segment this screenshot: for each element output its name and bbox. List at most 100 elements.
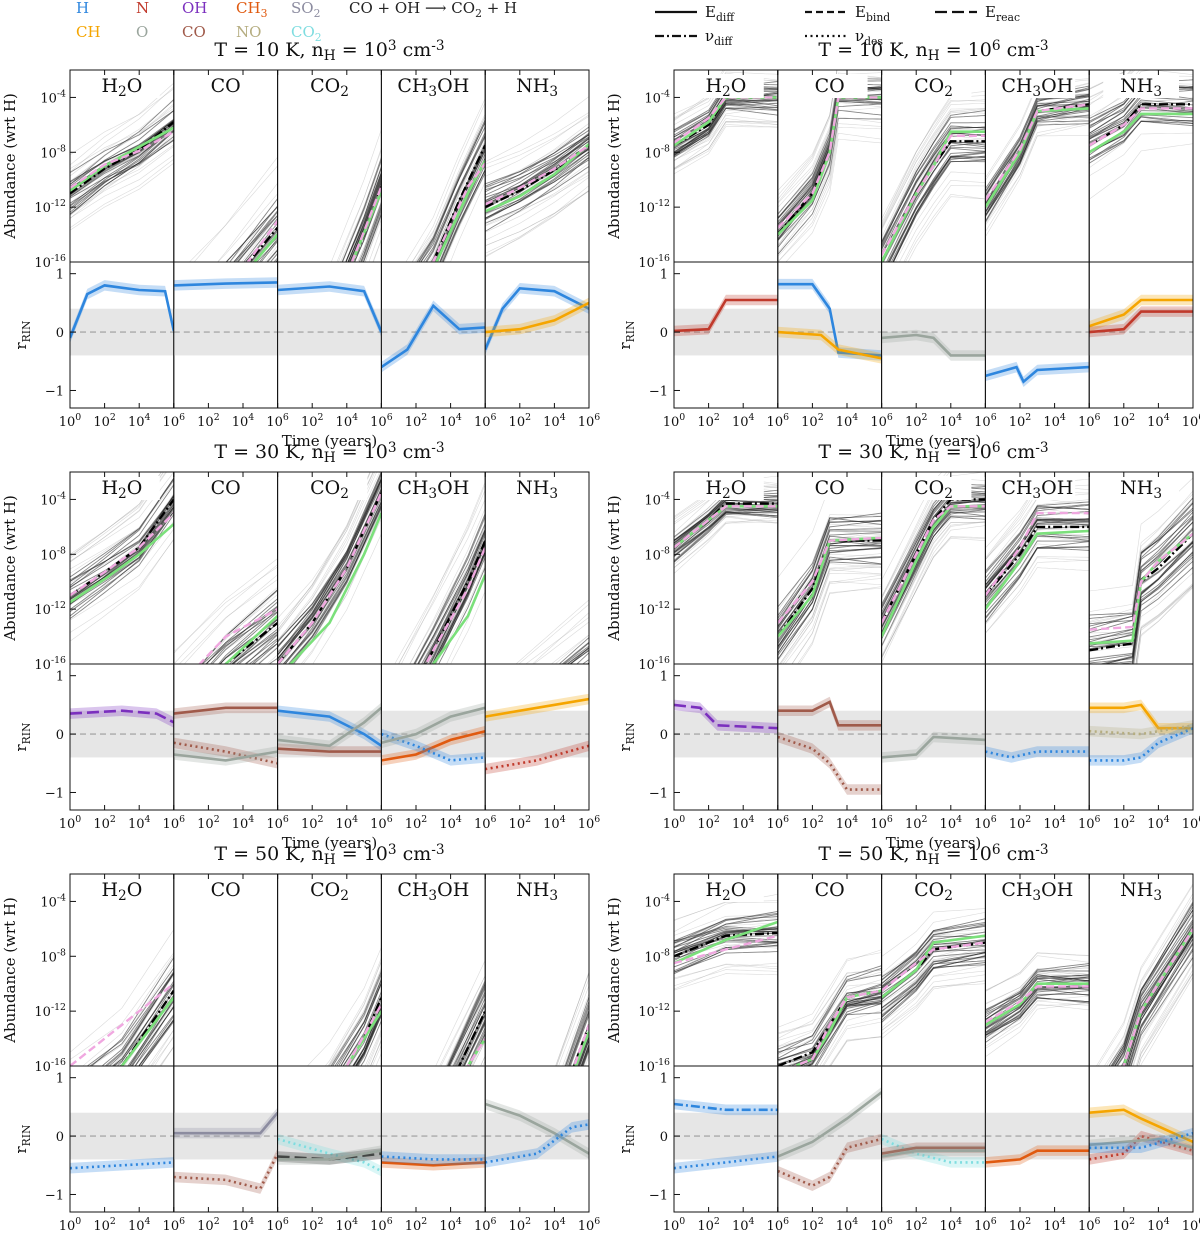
abundance-panel bbox=[1096, 883, 1193, 1066]
rin-curve bbox=[485, 301, 590, 334]
simulation-trace bbox=[232, 622, 278, 664]
simulation-trace bbox=[674, 515, 778, 554]
y-axis-label: Abundance (wrt H) bbox=[1, 897, 19, 1044]
legend: H N OH CH3 SO2 CO + OH ⟶ CO2 + H CH O CO NO CO2 Edi… bbox=[76, 0, 1020, 48]
legend-color-label: H bbox=[76, 0, 89, 17]
simulation-trace bbox=[430, 134, 486, 262]
molecule-label-bg bbox=[999, 878, 1076, 902]
simulation-trace bbox=[569, 649, 590, 664]
simulation-trace bbox=[229, 206, 278, 262]
x-tick-label: 106 bbox=[163, 1216, 186, 1234]
simulation-trace bbox=[1138, 973, 1193, 1066]
simulation-trace bbox=[777, 556, 882, 660]
x-tick-label: 104 bbox=[439, 412, 462, 430]
rin-curve bbox=[674, 1155, 778, 1170]
x-tick-label: 102 bbox=[801, 1216, 824, 1234]
x-tick-label: 104 bbox=[732, 412, 755, 430]
y-tick-label: 10-8 bbox=[40, 545, 66, 563]
simulation-trace bbox=[985, 986, 1090, 1039]
legend-line-label: Ediff bbox=[705, 3, 735, 24]
simulation-trace bbox=[881, 912, 986, 974]
y-tick-label: 10-12 bbox=[638, 600, 670, 618]
simulation-trace bbox=[814, 1000, 882, 1066]
rin-panel bbox=[674, 294, 778, 356]
simulation-trace bbox=[327, 960, 382, 1066]
rin-panel bbox=[881, 308, 986, 361]
simulation-trace bbox=[131, 1006, 174, 1066]
simulation-trace bbox=[70, 99, 174, 186]
simulation-trace bbox=[70, 110, 174, 173]
molecule-label-bg bbox=[1103, 476, 1179, 500]
simulation-trace bbox=[674, 509, 778, 558]
simulation-trace bbox=[449, 989, 486, 1066]
simulation-trace bbox=[674, 104, 778, 147]
simulation-trace bbox=[70, 484, 174, 589]
simulation-trace bbox=[454, 997, 486, 1066]
simulation-trace bbox=[777, 979, 882, 1065]
rin-panel bbox=[173, 702, 278, 769]
simulation-trace bbox=[1133, 558, 1193, 664]
simulation-trace bbox=[1134, 572, 1193, 664]
y-axis-label: Abundance (wrt H) bbox=[605, 93, 623, 240]
simulation-trace bbox=[566, 1004, 590, 1066]
rin-confidence-band bbox=[277, 743, 382, 757]
x-tick-label: 106 bbox=[266, 412, 289, 430]
legend-line-label: Ebind bbox=[855, 3, 890, 24]
simulation-trace bbox=[422, 529, 486, 664]
simulation-trace bbox=[70, 521, 174, 605]
molecule-label-bg bbox=[999, 74, 1076, 98]
simulation-trace bbox=[235, 211, 278, 262]
simulation-trace bbox=[430, 133, 486, 262]
simulation-trace bbox=[779, 566, 882, 664]
simulation-trace bbox=[985, 135, 1090, 226]
pink-curve bbox=[485, 144, 590, 206]
rin-confidence-band bbox=[777, 1133, 882, 1191]
simulation-trace bbox=[887, 155, 986, 262]
rin-curve bbox=[277, 285, 382, 333]
pink-curve bbox=[1089, 107, 1193, 147]
simulation-trace bbox=[442, 169, 486, 262]
x-tick-label: 106 bbox=[370, 814, 393, 832]
simulation-trace bbox=[341, 157, 382, 262]
simulation-trace bbox=[674, 517, 778, 574]
simulation-trace bbox=[485, 190, 590, 247]
pink-curve bbox=[572, 1024, 590, 1066]
rin-confidence-band bbox=[985, 361, 1090, 387]
green-curve bbox=[431, 574, 486, 664]
simulation-trace bbox=[450, 181, 486, 262]
abundance-panel bbox=[674, 893, 778, 991]
simulation-trace bbox=[903, 185, 986, 262]
simulation-trace bbox=[70, 118, 174, 185]
simulation-trace bbox=[243, 218, 278, 262]
simulation-trace bbox=[448, 985, 486, 1066]
simulation-trace bbox=[70, 929, 174, 1053]
simulation-trace bbox=[881, 960, 986, 1009]
abundance-panel bbox=[777, 949, 882, 1066]
simulation-trace bbox=[829, 1036, 882, 1066]
median-curve bbox=[777, 539, 882, 638]
simulation-trace bbox=[449, 991, 486, 1066]
molecule-label: CO bbox=[815, 477, 845, 499]
simulation-trace bbox=[485, 129, 590, 187]
simulation-trace bbox=[777, 556, 882, 647]
simulation-trace bbox=[357, 1014, 382, 1066]
molecule-label-bg bbox=[395, 476, 472, 500]
simulation-trace bbox=[674, 102, 778, 162]
median-curve bbox=[247, 226, 278, 262]
simulation-trace bbox=[777, 70, 838, 200]
simulation-trace bbox=[777, 553, 882, 648]
simulation-trace bbox=[674, 941, 778, 960]
simulation-trace bbox=[1089, 521, 1193, 641]
simulation-trace bbox=[330, 967, 382, 1066]
simulation-trace bbox=[1136, 587, 1193, 664]
y-tick-label: 10-4 bbox=[40, 88, 66, 106]
simulation-trace bbox=[674, 121, 778, 169]
rin-curve bbox=[881, 1137, 986, 1164]
simulation-trace bbox=[1136, 969, 1193, 1066]
rin-panel bbox=[1089, 1104, 1193, 1165]
simulation-trace bbox=[985, 536, 1090, 601]
rin-curve bbox=[1089, 724, 1193, 736]
molecule-label: NH3 bbox=[1120, 75, 1162, 100]
simulation-trace bbox=[985, 988, 1090, 1028]
simulation-trace bbox=[413, 523, 486, 664]
